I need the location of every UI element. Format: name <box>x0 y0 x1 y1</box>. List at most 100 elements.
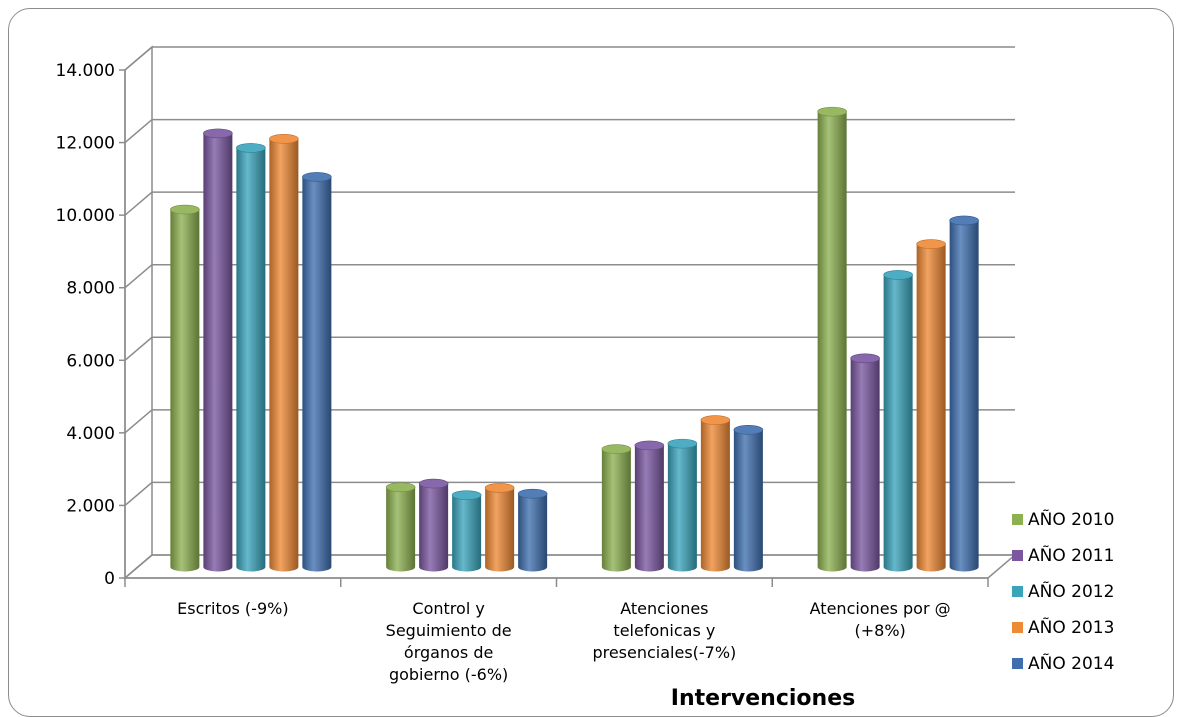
bar-body <box>916 244 946 572</box>
bar-top <box>170 204 200 215</box>
bar-body <box>386 487 416 572</box>
bar-top <box>236 143 266 153</box>
y-tick-label: 12.000 <box>56 134 115 154</box>
category-label: Atenciones por @ (+8%) <box>810 599 951 640</box>
bar-body <box>817 111 847 572</box>
legend-label: AÑO 2010 <box>1028 508 1114 530</box>
legend-swatch <box>1012 550 1023 561</box>
category-label: Control y Seguimiento de órganos de gobiern… <box>386 599 512 684</box>
bar-body <box>850 358 880 572</box>
bar-top <box>949 215 979 226</box>
bar <box>517 488 548 572</box>
y-tick-label: 2.000 <box>66 496 115 516</box>
bar-body <box>452 495 482 572</box>
legend-item: AÑO 2010 <box>1012 508 1114 530</box>
bar-top <box>302 172 332 182</box>
legend-label: AÑO 2012 <box>1028 580 1114 602</box>
legend-swatch <box>1012 586 1023 597</box>
bar <box>817 106 847 572</box>
legend-swatch <box>1012 622 1023 633</box>
y-tick-label: 6.000 <box>66 351 115 371</box>
bar-body <box>700 420 730 572</box>
y-tick-label: 14.000 <box>56 61 115 81</box>
bar-body <box>236 147 266 572</box>
bar-body <box>949 220 979 572</box>
bar <box>667 438 698 572</box>
bar <box>883 270 913 572</box>
y-tick-label: 4.000 <box>66 424 115 444</box>
bar <box>203 128 233 572</box>
gridline <box>124 263 1015 289</box>
bar-top <box>916 239 946 249</box>
legend-swatch <box>1012 514 1023 525</box>
bar-top <box>850 353 880 364</box>
bar-body <box>302 176 332 572</box>
legend-label: AÑO 2011 <box>1028 544 1114 566</box>
bar-body <box>203 133 233 572</box>
side-wall <box>124 45 153 580</box>
category-label: Atenciones telefonicas y presenciales(-7%) <box>592 599 736 662</box>
legend-swatch <box>1012 658 1023 669</box>
bar-top <box>451 490 482 500</box>
bar-body <box>667 443 697 572</box>
legend-label: AÑO 2013 <box>1028 616 1114 638</box>
bar-body <box>485 487 515 572</box>
bar-body <box>269 138 299 572</box>
bars <box>170 106 979 572</box>
bar <box>451 490 482 572</box>
bar-top <box>418 478 449 489</box>
bar-top <box>601 444 632 454</box>
bar <box>949 215 979 572</box>
legend: AÑO 2010 AÑO 2011 AÑO 2012 AÑO 2013 AÑO 2014 <box>1012 508 1114 674</box>
bar <box>236 143 266 572</box>
bar-body <box>733 429 763 572</box>
gridlines <box>124 46 1015 579</box>
bar <box>418 478 449 572</box>
bar-body <box>518 493 548 572</box>
bar <box>601 444 632 572</box>
legend-item: AÑO 2012 <box>1012 580 1114 602</box>
y-axis-ticks: 0 2.000 4.000 6.000 8.000 10.000 12.000 14.000 <box>56 61 126 589</box>
bar-body <box>601 449 631 572</box>
y-tick-label: 8.000 <box>66 279 115 299</box>
bar <box>385 482 416 572</box>
legend-item: AÑO 2014 <box>1012 652 1114 674</box>
bar-body <box>634 445 664 572</box>
bar <box>850 353 880 572</box>
legend-label: AÑO 2014 <box>1028 652 1114 674</box>
chart-walls <box>122 45 1018 580</box>
gridline <box>124 336 1015 361</box>
bar-top <box>667 438 698 449</box>
bar-top <box>883 270 913 280</box>
legend-item: AÑO 2013 <box>1012 616 1114 638</box>
bar-top <box>203 128 233 139</box>
bar <box>269 134 299 572</box>
bar-body <box>883 274 913 572</box>
legend-item: AÑO 2011 <box>1012 544 1114 566</box>
bar-top <box>385 482 416 492</box>
bar <box>916 239 946 572</box>
gridline <box>124 118 1015 144</box>
bar <box>170 204 200 572</box>
bar-top <box>517 488 548 499</box>
bar-body <box>170 209 200 572</box>
x-axis-categories: Escritos (-9%) Control y Seguimiento de órg… <box>124 577 989 684</box>
bar-top <box>484 483 515 493</box>
bar-top <box>817 106 847 117</box>
bar-top <box>700 415 731 425</box>
y-tick-label: 0 <box>104 569 115 589</box>
bar-top <box>634 440 665 451</box>
bar-top <box>269 134 299 144</box>
x-axis-title: Intervenciones <box>671 686 855 711</box>
bar-body <box>419 483 449 572</box>
bar <box>484 483 515 572</box>
bar <box>733 425 764 572</box>
gridline <box>124 191 1015 216</box>
gridline <box>124 46 1015 71</box>
category-label: Escritos (-9%) <box>177 599 288 618</box>
bar <box>302 172 332 572</box>
bar <box>634 440 665 572</box>
bar-top <box>733 425 764 435</box>
chart-frame <box>8 8 1174 717</box>
